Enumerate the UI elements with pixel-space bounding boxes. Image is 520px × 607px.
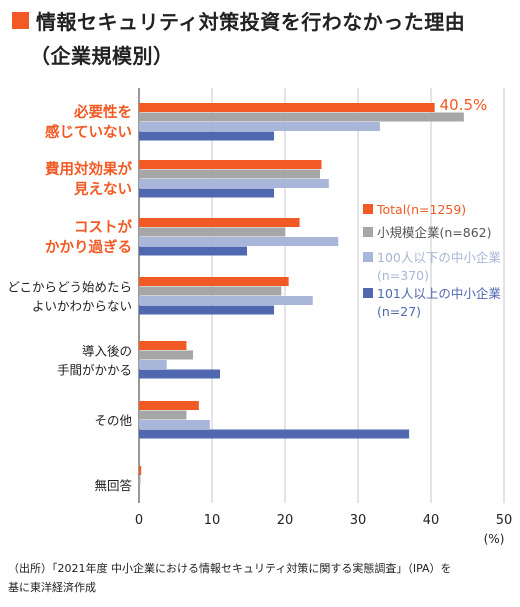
bar — [139, 341, 187, 350]
bar — [139, 169, 321, 179]
x-tick-label: 50 — [496, 513, 513, 528]
bar — [139, 237, 339, 246]
x-tick-label: 30 — [350, 513, 367, 528]
x-unit-label: (%) — [484, 532, 505, 546]
legend-swatch — [363, 204, 373, 214]
legend-label: 小規模企業(n=862) — [377, 225, 492, 240]
category-label: 費用対効果が — [45, 160, 132, 178]
x-tick-label: 10 — [204, 513, 221, 528]
category-label: 手間がかかる — [57, 363, 132, 378]
bar — [139, 103, 435, 112]
legend-label: (n=27) — [377, 304, 421, 319]
category-label: 必要性を — [73, 103, 132, 121]
category-label: 導入後の — [82, 344, 132, 359]
bar — [139, 188, 275, 198]
legend-label: Total(n=1259) — [376, 202, 466, 217]
bar — [139, 246, 248, 256]
bar — [139, 112, 464, 122]
bar — [139, 369, 221, 379]
bar — [139, 420, 210, 429]
category-label: 感じていない — [45, 123, 132, 141]
bar — [139, 429, 410, 439]
chart-title: 情報セキュリティ対策投資を行わなかった理由 — [36, 10, 466, 34]
x-tick-label: 40 — [423, 513, 440, 528]
category-label: どこからどう始めたら — [7, 280, 132, 295]
bar — [139, 277, 289, 286]
bar — [139, 122, 380, 131]
category-label: 無回答 — [94, 478, 132, 493]
title-marker-square — [12, 12, 29, 29]
legend-swatch — [363, 252, 373, 262]
chart-subtitle: （企業規模別） — [30, 44, 174, 68]
bar — [139, 475, 141, 485]
legend-swatch — [363, 227, 373, 237]
bar — [139, 286, 282, 296]
category-label: その他 — [94, 413, 132, 428]
x-tick-label: 0 — [135, 513, 143, 528]
category-label: コストが — [74, 218, 132, 236]
legend-swatch — [363, 288, 373, 298]
bar — [139, 160, 322, 169]
bar — [139, 360, 167, 369]
data-label: 40.5% — [440, 96, 488, 114]
x-tick-label: 20 — [277, 513, 294, 528]
source-line-1: （出所）「2021年度 中小企業における情報セキュリティ対策に関する実態調査」（… — [8, 562, 452, 575]
bar — [139, 410, 187, 420]
bar — [139, 401, 199, 410]
bar — [139, 227, 285, 237]
bar-chart: 0 10 20 30 40 50 (%) 40.5% 必要性を感じていない費用対効果が見えないコ… — [7, 88, 513, 546]
bar — [139, 305, 275, 315]
legend-label: 100人以下の中小企業 — [377, 250, 501, 265]
bar — [139, 350, 194, 360]
bar — [139, 466, 142, 475]
legend-label: 101人以上の中小企業 — [377, 286, 501, 301]
bar — [139, 131, 275, 141]
bar — [139, 179, 329, 188]
source-note: （出所）「2021年度 中小企業における情報セキュリティ対策に関する実態調査」（… — [8, 559, 452, 597]
category-label: よいかわからない — [32, 299, 132, 314]
bar — [139, 296, 313, 305]
bar — [139, 218, 300, 227]
legend-label: (n=370) — [377, 268, 429, 283]
source-line-2: 基に東洋経済作成 — [8, 581, 96, 594]
category-label: 見えない — [73, 181, 132, 198]
category-label: かかり過ぎる — [45, 238, 132, 256]
